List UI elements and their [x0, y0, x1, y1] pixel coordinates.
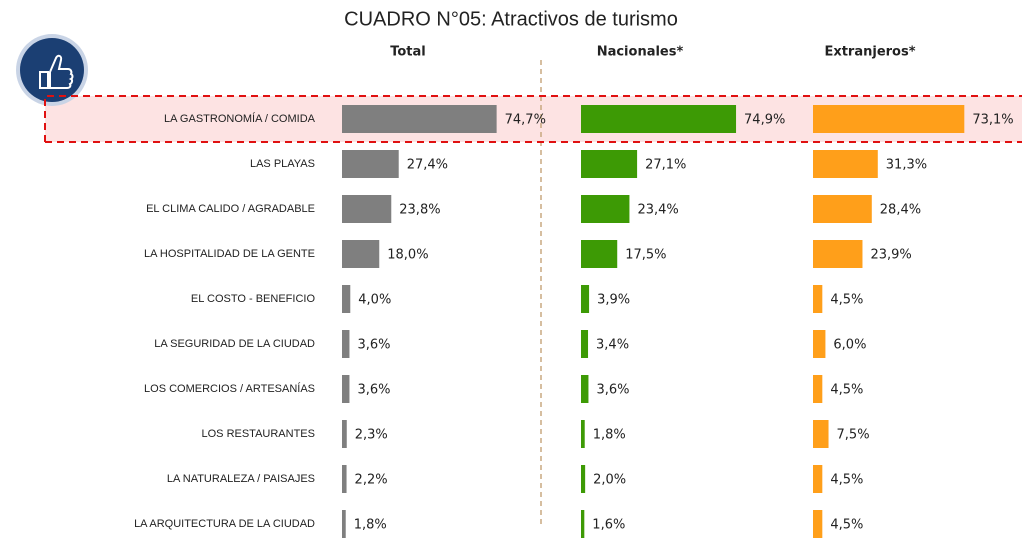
- panel-header: Extranjeros*: [824, 45, 915, 60]
- bar: [581, 285, 590, 313]
- bar: [342, 465, 347, 493]
- value-label: 73,1%: [972, 113, 1013, 128]
- bar: [342, 330, 350, 358]
- value-label: 4,0%: [358, 293, 391, 308]
- bar: [342, 420, 347, 448]
- bar: [813, 285, 823, 313]
- value-label: 74,9%: [744, 113, 785, 128]
- value-label: 17,5%: [625, 248, 666, 263]
- bar: [813, 420, 829, 448]
- category-label: EL COSTO - BENEFICIO: [191, 293, 316, 305]
- bar: [581, 240, 618, 268]
- value-label: 27,1%: [645, 158, 686, 173]
- bar: [813, 375, 823, 403]
- bar: [581, 465, 586, 493]
- value-label: 2,3%: [355, 428, 388, 443]
- bar: [813, 465, 823, 493]
- category-label: LAS PLAYAS: [250, 158, 315, 170]
- panel-header: Nacionales*: [597, 45, 684, 60]
- bar: [813, 195, 872, 223]
- highlight-border: [44, 95, 1022, 143]
- value-label: 3,9%: [597, 293, 630, 308]
- value-label: 1,8%: [593, 428, 626, 443]
- bar: [813, 510, 823, 538]
- category-label: LOS COMERCIOS / ARTESANÍAS: [144, 382, 315, 395]
- category-label: LA NATURALEZA / PAISAJES: [167, 473, 315, 485]
- bar: [813, 105, 965, 133]
- value-label: 2,2%: [355, 473, 388, 488]
- value-label: 4,5%: [830, 473, 863, 488]
- value-label: 3,4%: [596, 338, 629, 353]
- value-label: 23,9%: [870, 248, 911, 263]
- value-label: 4,5%: [830, 518, 863, 533]
- bar: [581, 105, 737, 133]
- bar: [813, 150, 878, 178]
- category-label: LA SEGURIDAD DE LA CIUDAD: [154, 338, 315, 350]
- bar: [581, 150, 638, 178]
- bar: [813, 240, 863, 268]
- value-label: 18,0%: [387, 248, 428, 263]
- bar: [581, 510, 585, 538]
- value-label: 6,0%: [833, 338, 866, 353]
- category-label: LOS RESTAURANTES: [202, 428, 316, 440]
- value-label: 23,4%: [637, 203, 678, 218]
- category-label: LA HOSPITALIDAD DE LA GENTE: [144, 248, 315, 260]
- bar: [342, 375, 350, 403]
- bar: [581, 375, 589, 403]
- value-label: 1,8%: [354, 518, 387, 533]
- chart-title: CUADRO N°05: Atractivos de turismo: [344, 8, 678, 30]
- bar: [813, 330, 826, 358]
- value-label: 2,0%: [593, 473, 626, 488]
- bar: [342, 195, 392, 223]
- value-label: 3,6%: [596, 383, 629, 398]
- category-label: LA ARQUITECTURA DE LA CIUDAD: [134, 518, 315, 530]
- value-label: 4,5%: [830, 383, 863, 398]
- value-label: 7,5%: [837, 428, 870, 443]
- value-label: 27,4%: [407, 158, 448, 173]
- value-label: 3,6%: [357, 383, 390, 398]
- value-label: 31,3%: [886, 158, 927, 173]
- bar: [342, 240, 380, 268]
- category-label: EL CLIMA CALIDO / AGRADABLE: [146, 203, 315, 215]
- category-label: LA GASTRONOMÍA / COMIDA: [164, 112, 316, 125]
- value-label: 4,5%: [830, 293, 863, 308]
- value-label: 3,6%: [357, 338, 390, 353]
- bar: [342, 150, 399, 178]
- bar: [342, 105, 497, 133]
- bar: [581, 420, 585, 448]
- thumbs-icon: [16, 34, 88, 106]
- bar: [581, 195, 630, 223]
- value-label: 1,6%: [592, 518, 625, 533]
- value-label: 23,8%: [399, 203, 440, 218]
- value-label: 28,4%: [880, 203, 921, 218]
- value-label: 74,7%: [505, 113, 546, 128]
- bar: [342, 285, 351, 313]
- panel-header: Total: [390, 45, 426, 60]
- bar: [581, 330, 589, 358]
- bar: [342, 510, 346, 538]
